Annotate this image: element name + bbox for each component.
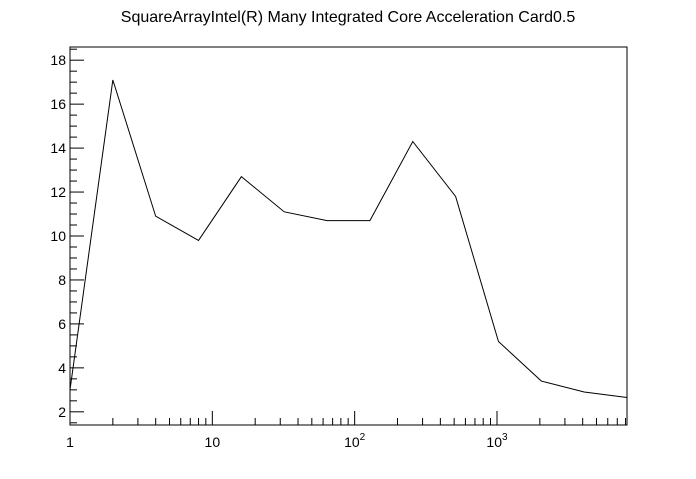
x-tick-label: 1 [66, 434, 74, 450]
y-tick-label: 8 [58, 272, 66, 288]
y-tick-label: 14 [50, 140, 66, 156]
y-tick-label: 2 [58, 404, 66, 420]
x-tick-label: 102 [344, 432, 366, 450]
plot-frame [70, 47, 627, 425]
x-tick-label: 10 [205, 434, 221, 450]
y-tick-label: 12 [50, 184, 66, 200]
chart-title: SquareArrayIntel(R) Many Integrated Core… [121, 9, 576, 26]
y-tick-label: 16 [50, 96, 66, 112]
y-tick-label: 6 [58, 316, 66, 332]
y-tick-label: 4 [58, 360, 66, 376]
axes: 2 4 6 8 10 12 14 16 18 1 10 102 103 [50, 47, 627, 450]
y-tick-label: 10 [50, 228, 66, 244]
x-tick-label: 103 [486, 432, 508, 450]
series-layer [70, 80, 627, 398]
series-line [70, 80, 627, 398]
y-tick-label: 18 [50, 52, 66, 68]
